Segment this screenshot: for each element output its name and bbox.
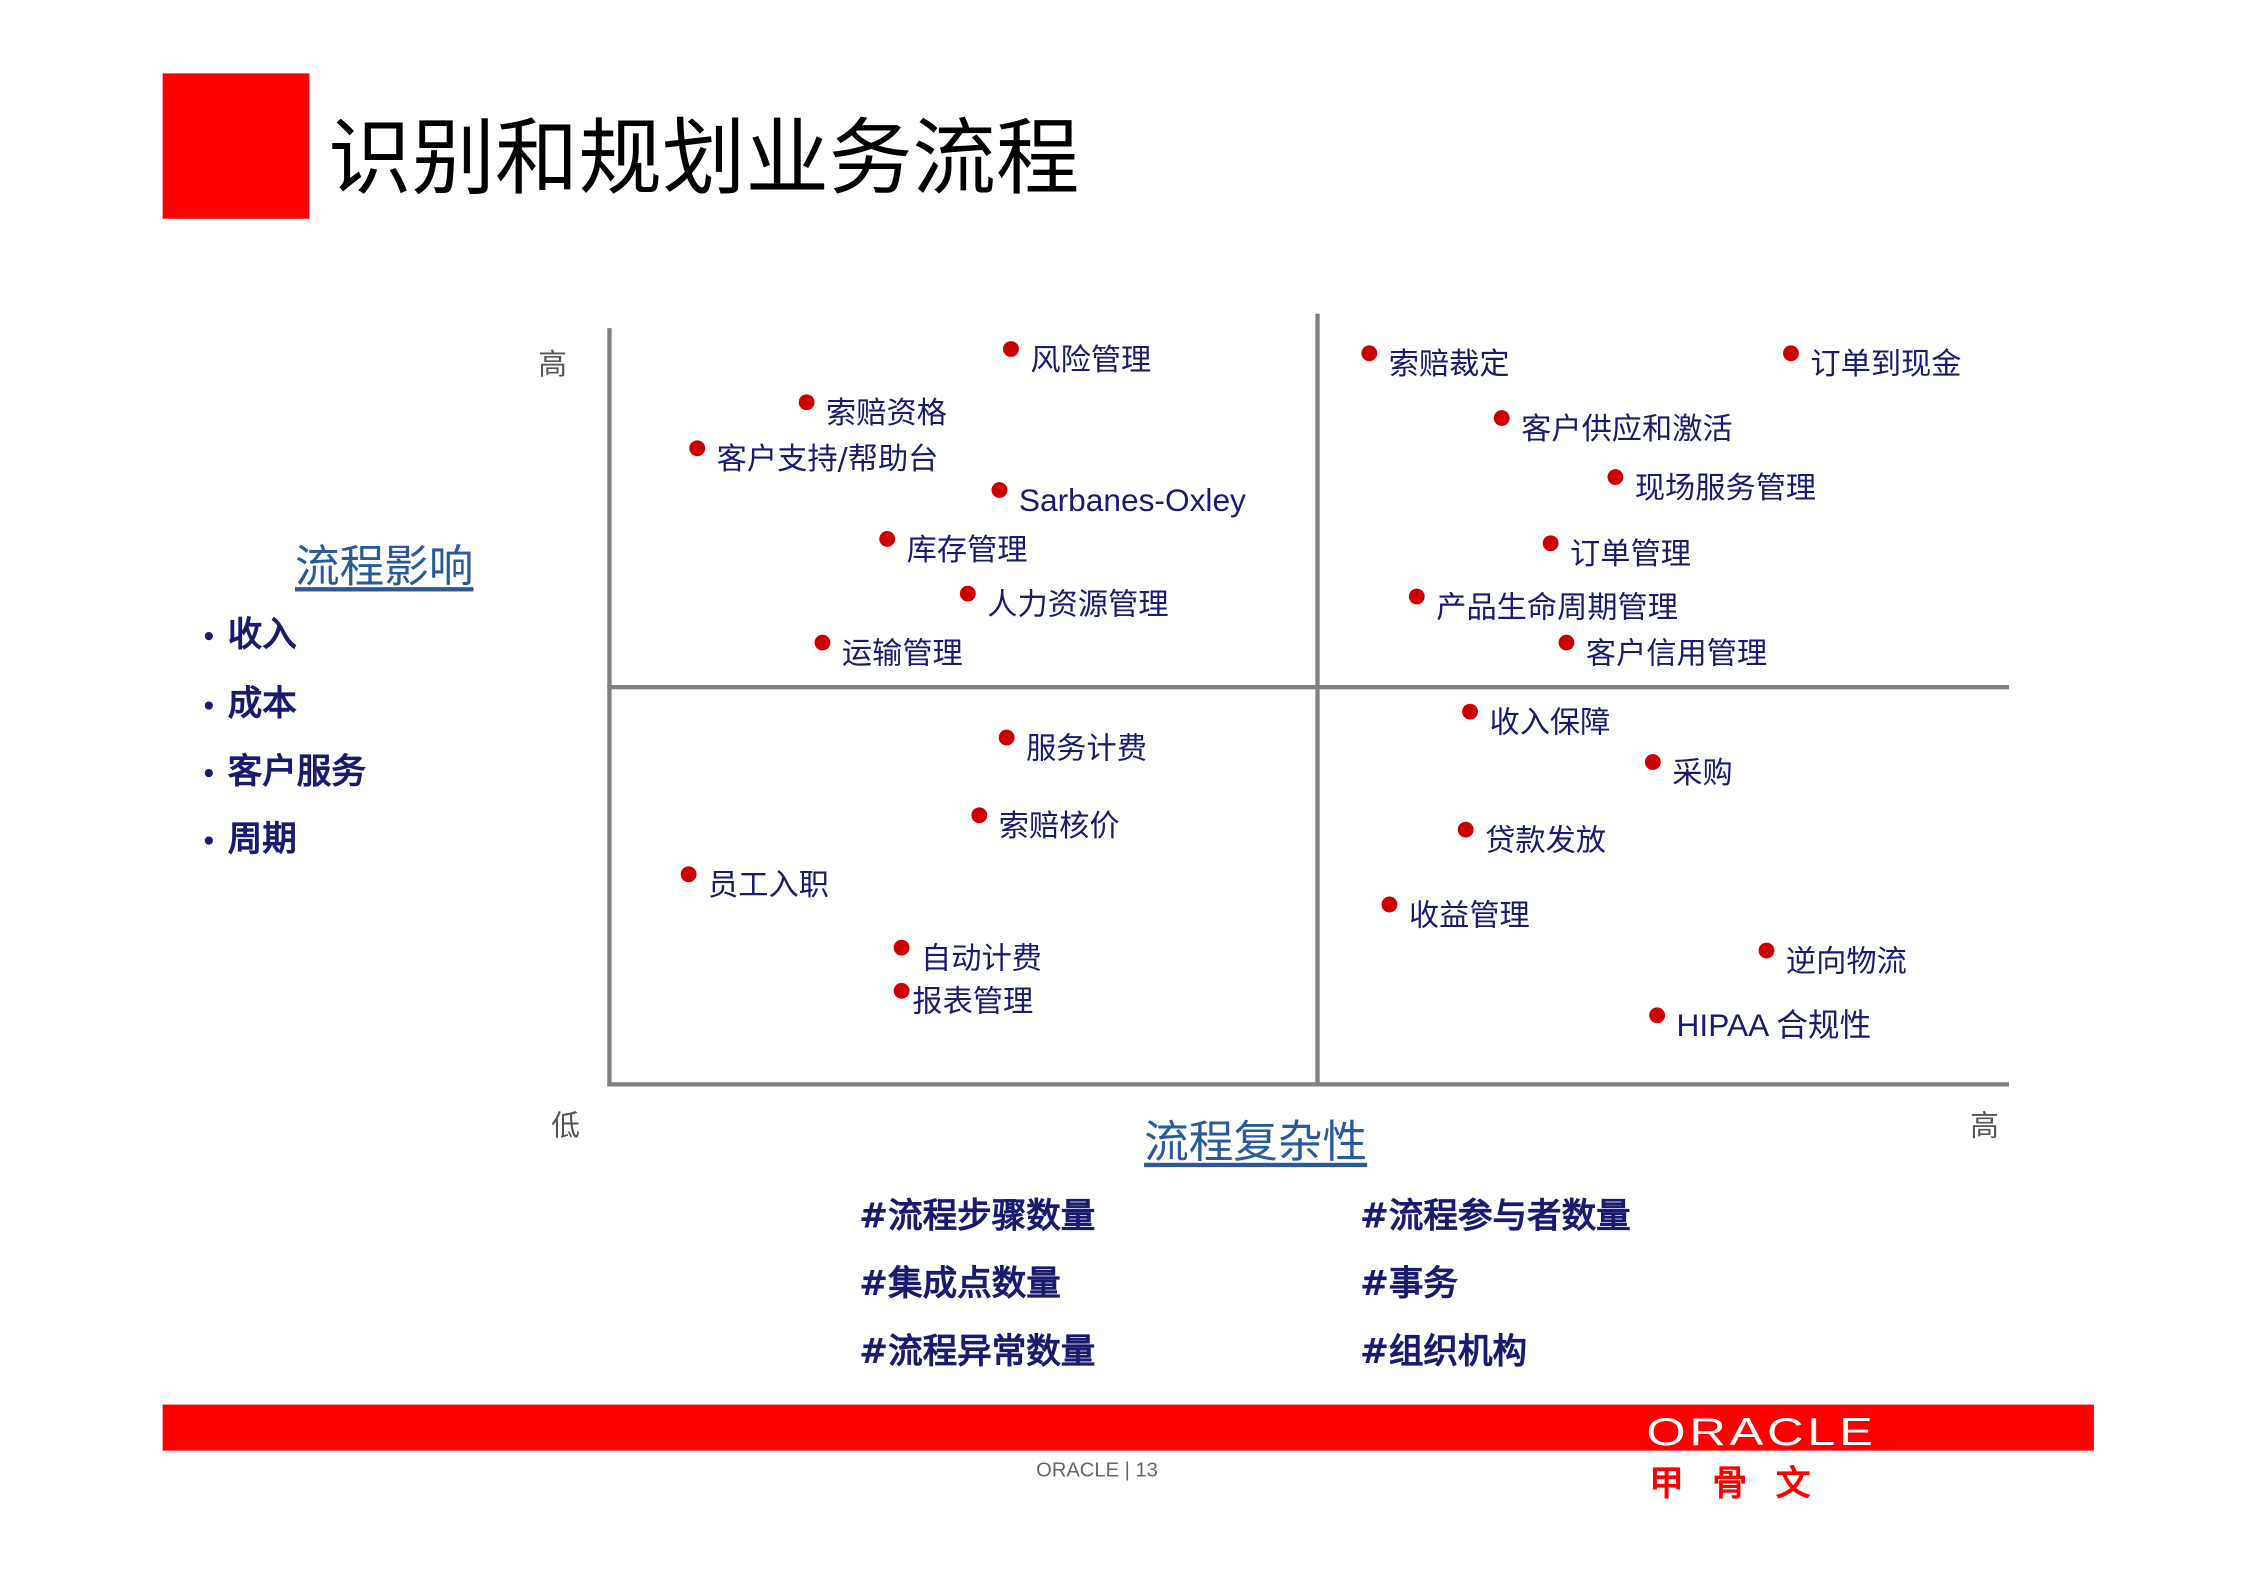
process-item-label: 人力资源管理 <box>987 587 1169 622</box>
y-factor-label: 收入 <box>227 614 297 655</box>
item-bullet-icon <box>1558 634 1575 651</box>
slide-title: 识别和规划业务流程 <box>328 109 1080 208</box>
y-factor: • 周期 <box>201 818 297 860</box>
process-item-label: 自动计费 <box>921 941 1042 976</box>
y-factor-label: 周期 <box>227 818 297 860</box>
x-factor: #流程步骤数量 <box>859 1195 1096 1237</box>
item-bullet-icon <box>971 807 988 824</box>
process-item-label: 收益管理 <box>1408 897 1530 933</box>
process-item-label: 现场服务管理 <box>1634 470 1817 506</box>
item-bullet-icon <box>814 634 831 651</box>
y-axis-title: 流程影响 <box>295 541 474 593</box>
process-item-label: 收入保障 <box>1489 705 1611 740</box>
item-bullet-icon <box>893 939 910 956</box>
footer-brand: ORACLE <box>1036 1457 1120 1481</box>
item-bullet-icon <box>998 729 1015 746</box>
item-bullet-icon <box>689 440 706 457</box>
x-factor: #组织机构 <box>1359 1331 1528 1372</box>
item-bullet-icon <box>1462 703 1478 720</box>
item-bullet-icon <box>893 982 910 999</box>
item-bullet-icon <box>991 482 1008 498</box>
y-factor-label: 客户服务 <box>227 751 366 792</box>
process-item-label: 风险管理 <box>1030 342 1152 378</box>
x-axis-line <box>607 1082 2009 1087</box>
process-item-label: 服务计费 <box>1026 731 1147 766</box>
item-bullet-icon <box>1758 942 1775 959</box>
y-axis-high-label: 高 <box>538 346 568 382</box>
footer-bar <box>162 1404 2094 1451</box>
x-factor: #流程参与者数量 <box>1359 1195 1631 1237</box>
process-item-label: 运输管理 <box>841 636 963 671</box>
item-bullet-icon <box>1783 345 1799 362</box>
process-item-label: 贷款发放 <box>1485 823 1607 858</box>
logo-wordmark: ORACLE <box>1646 1410 1877 1454</box>
process-item-label: 客户信用管理 <box>1585 636 1768 671</box>
y-factor-label: 成本 <box>227 683 297 724</box>
x-factor: #事务 <box>1359 1263 1458 1304</box>
item-bullet-icon <box>1649 1007 1666 1024</box>
y-axis-low-label: 低 <box>551 1108 580 1143</box>
horizontal-divider <box>607 685 2009 690</box>
x-axis-title: 流程复杂性 <box>1144 1116 1368 1169</box>
process-item-label: 订单管理 <box>1570 536 1691 572</box>
vertical-divider <box>1315 313 1320 1087</box>
y-factor: • 客户服务 <box>201 751 366 792</box>
process-item-label: 员工入职 <box>708 867 829 903</box>
logo-chinese: 甲骨文 <box>1649 1463 1840 1504</box>
x-factor: #集成点数量 <box>859 1263 1061 1304</box>
process-item-label: Sarbanes-Oxley <box>1018 482 1246 519</box>
process-item-label: 库存管理 <box>906 532 1028 568</box>
footer-text: ORACLE | 13 <box>1036 1458 1158 1481</box>
item-bullet-icon <box>1381 896 1398 913</box>
process-item-label: 报表管理 <box>912 984 1034 1019</box>
page-number: 13 <box>1135 1457 1158 1481</box>
process-item-label: 采购 <box>1672 755 1733 791</box>
item-bullet-icon <box>1003 341 1019 357</box>
process-item-label: 产品生命周期管理 <box>1436 590 1678 625</box>
process-item-label: HIPAA 合规性 <box>1676 1007 1872 1044</box>
item-bullet-icon <box>680 866 697 883</box>
item-bullet-icon <box>879 531 896 547</box>
item-bullet-icon <box>1542 535 1559 552</box>
process-item-label: 索赔裁定 <box>1388 346 1510 382</box>
item-bullet-icon <box>1408 588 1425 605</box>
title-accent-block <box>162 73 310 219</box>
process-item-label: 索赔核价 <box>998 808 1120 844</box>
item-bullet-icon <box>1607 469 1624 485</box>
process-item-label: 客户供应和激活 <box>1521 411 1733 447</box>
process-item-label: 订单到现金 <box>1810 346 1962 382</box>
y-axis-line <box>607 328 612 1087</box>
item-bullet-icon <box>1361 345 1378 362</box>
item-bullet-icon <box>1644 754 1661 770</box>
item-bullet-icon <box>1457 821 1474 838</box>
process-item-label: 客户支持/帮助台 <box>716 441 939 477</box>
x-factor: #流程异常数量 <box>859 1331 1096 1372</box>
y-factor: • 收入 <box>201 614 297 655</box>
process-item-label: 逆向物流 <box>1785 944 1907 979</box>
footer-separator: | <box>1124 1457 1130 1481</box>
item-bullet-icon <box>798 394 815 411</box>
process-item-label: 索赔资格 <box>826 395 947 431</box>
item-bullet-icon <box>959 585 976 602</box>
x-axis-high-label: 高 <box>1970 1108 1999 1143</box>
item-bullet-icon <box>1493 410 1510 426</box>
oracle-logo: ORACLE 甲骨文 <box>1638 1407 1914 1504</box>
y-factor: • 成本 <box>201 683 297 724</box>
